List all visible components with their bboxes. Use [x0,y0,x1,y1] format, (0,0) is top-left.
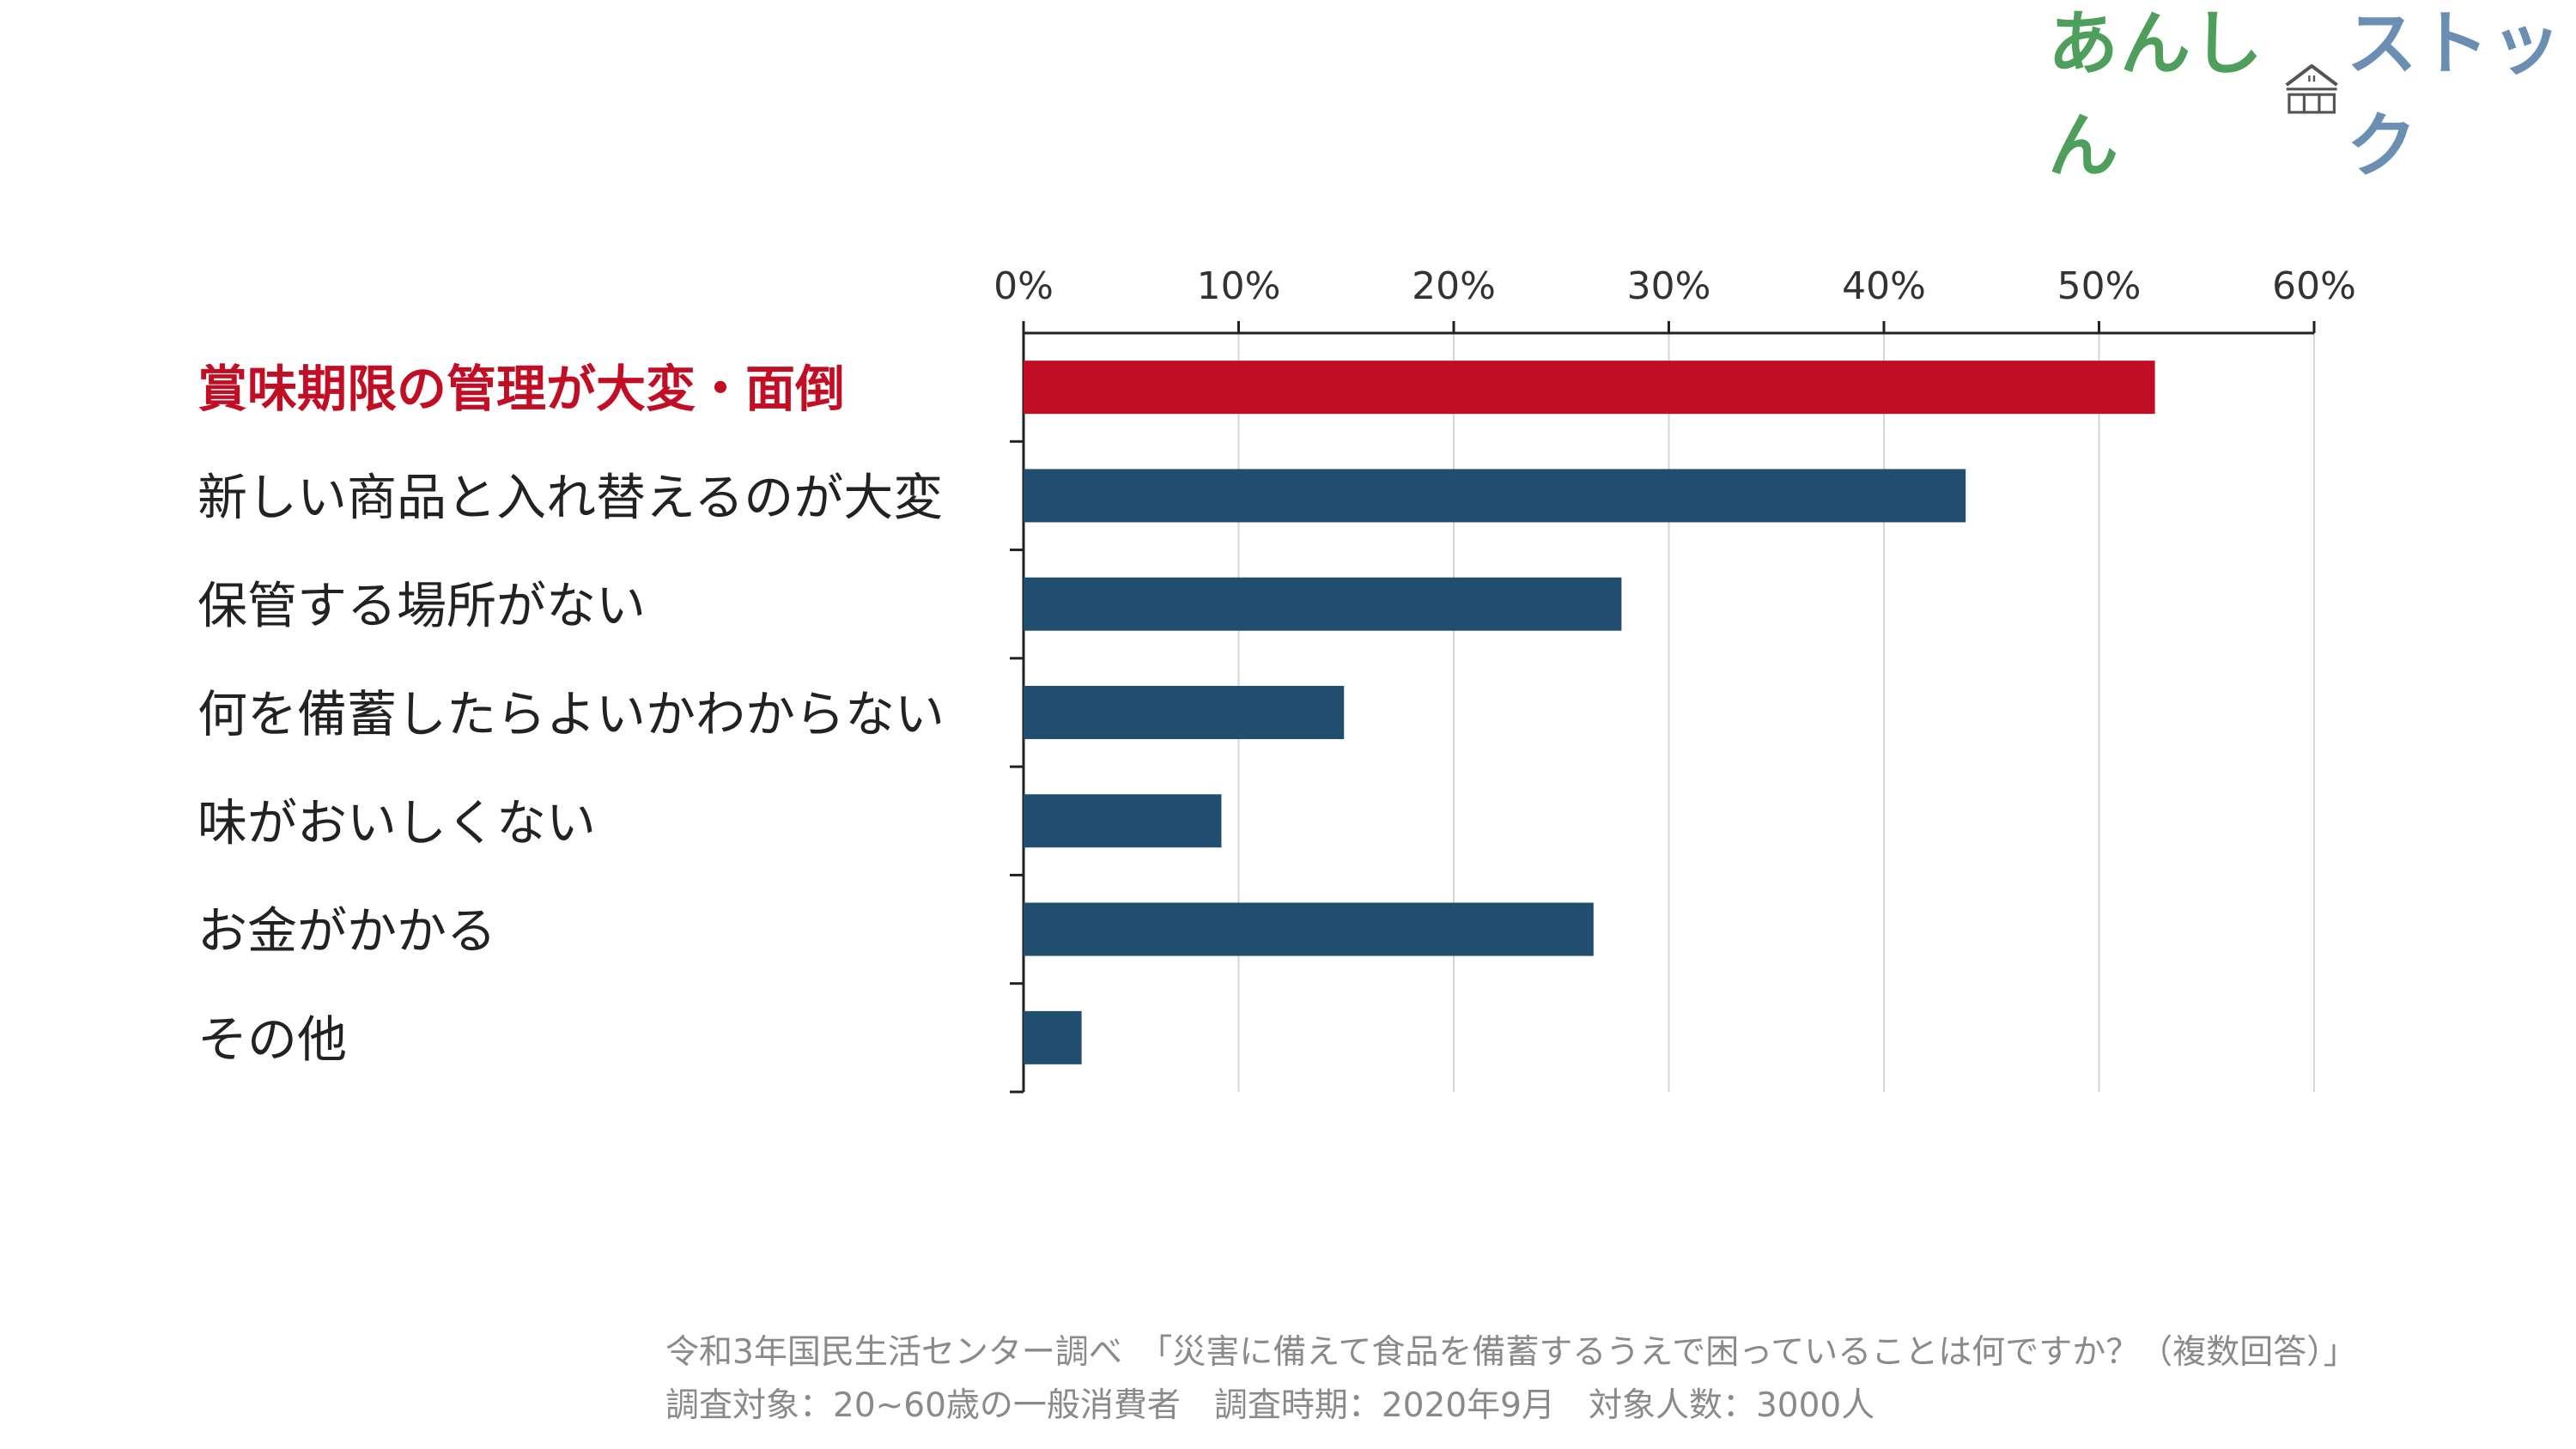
house-icon [2285,64,2339,114]
source-note: 令和3年国民生活センター調べ 「災害に備えて食品を備蓄するうえで困っていることは… [665,1326,2357,1433]
bar [1024,469,1966,523]
x-tick-label: 40% [1842,264,1926,308]
source-line-2: 調査対象：20~60歳の一般消費者 調査時期：2020年9月 対象人数：3000… [665,1386,1875,1425]
category-label: 何を備蓄したらよいかわからない [197,685,945,743]
bar [1024,577,1622,631]
brand-logo: あんしん ストック [2048,3,2576,187]
x-tick-label: 30% [1627,264,1711,308]
category-label-highlight: 賞味期限の管理が大変・面倒 [197,360,845,418]
bar [1024,1010,1082,1064]
bar [1024,361,2155,415]
x-tick-label: 10% [1197,264,1281,308]
bar [1024,686,1345,739]
logo-text-right: ストック [2346,3,2563,187]
category-label: お金がかかる [197,902,496,961]
category-label: 保管する場所がない [197,577,646,635]
category-label: その他 [197,1010,347,1069]
x-tick-label: 60% [2272,264,2356,308]
x-tick-label: 20% [1412,264,1496,308]
bar [1024,902,1594,956]
logo-text-left: あんしん [2048,3,2265,187]
bar [1024,794,1222,848]
x-tick-label: 50% [2057,264,2142,308]
x-tick-label: 0% [993,264,1054,308]
category-label: 新しい商品と入れ替えるのが大変 [197,468,943,526]
category-label: 味がおいしくない [197,793,596,852]
source-line-1: 令和3年国民生活センター調べ 「災害に備えて食品を備蓄するうえで困っていることは… [665,1333,2357,1372]
